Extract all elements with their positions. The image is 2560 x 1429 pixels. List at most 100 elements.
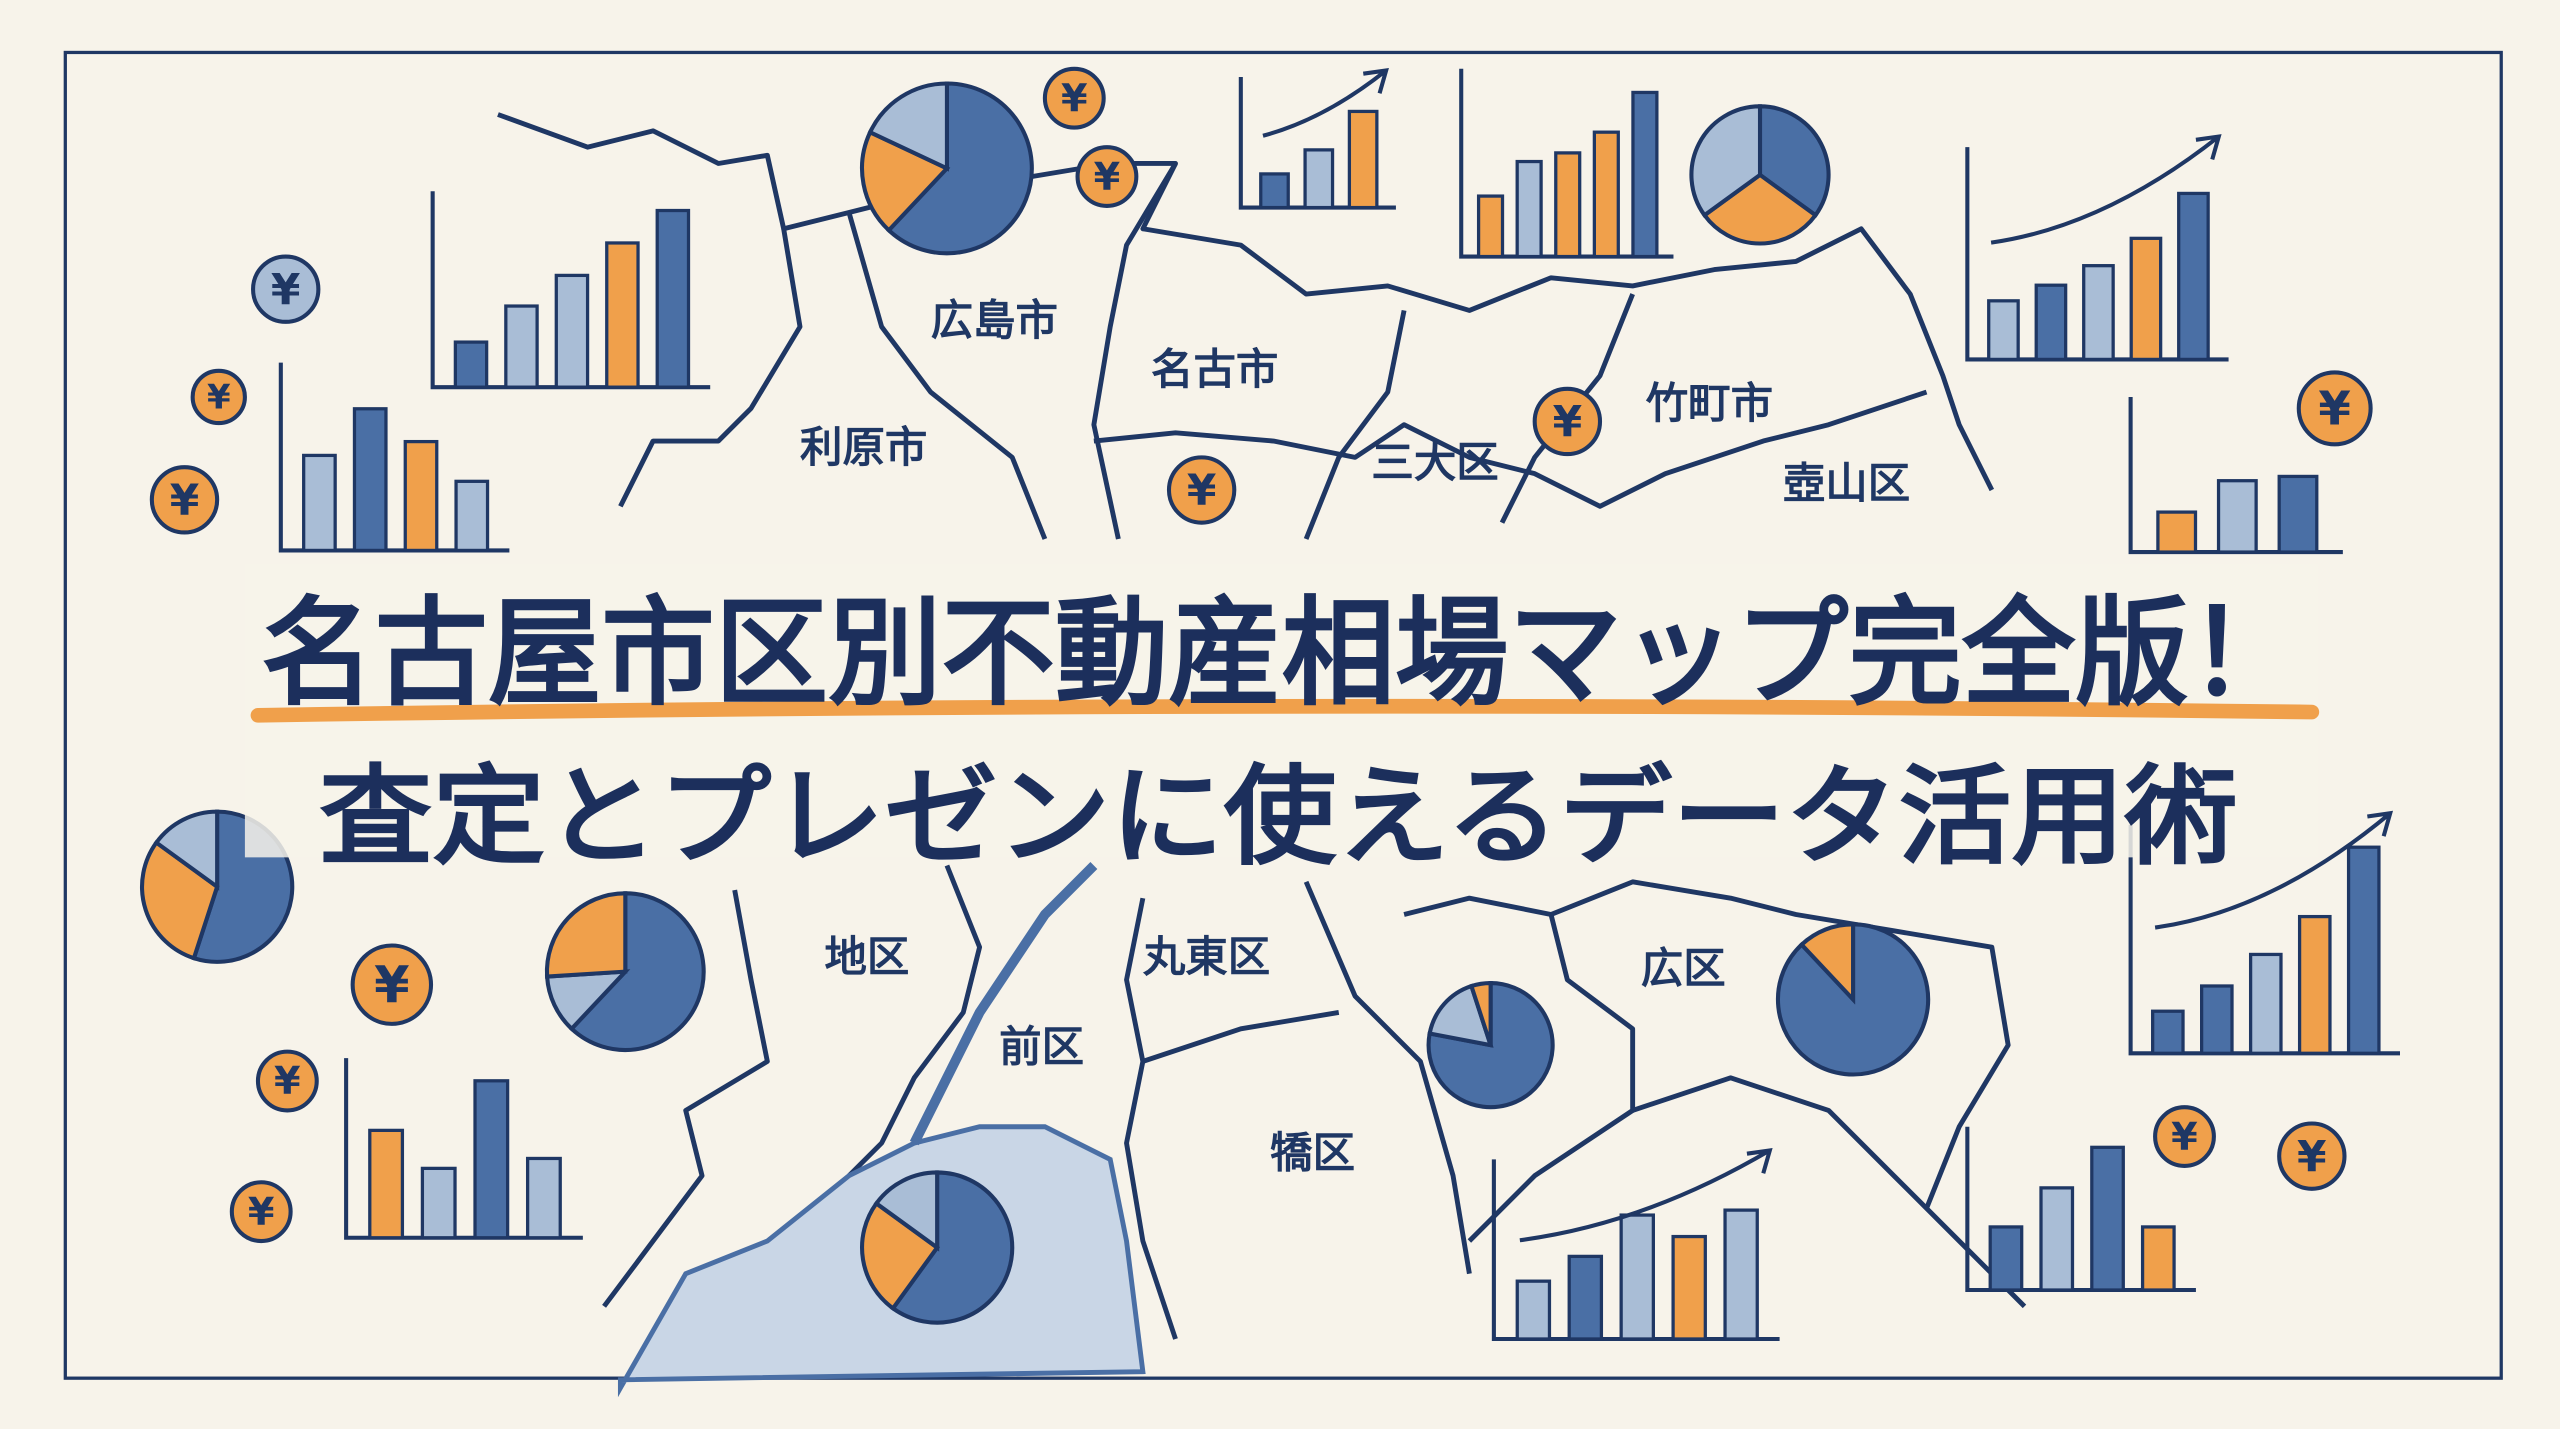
trend-arrow-icon xyxy=(1990,134,2222,245)
chart-bar xyxy=(1303,148,1335,210)
bar-chart-icon xyxy=(1965,1126,2196,1293)
chart-bar xyxy=(1631,90,1659,259)
yen-coin-icon: ¥ xyxy=(1042,66,1106,130)
chart-bar xyxy=(525,1156,562,1240)
bar-chart-icon xyxy=(278,362,510,553)
chart-axis xyxy=(2128,396,2343,555)
svg-text:¥: ¥ xyxy=(2297,1133,2327,1182)
chart-bar xyxy=(1988,1225,2024,1292)
trend-arrow-icon xyxy=(2154,810,2394,930)
chart-bar xyxy=(2039,1186,2075,1292)
chart-bar xyxy=(2156,510,2198,554)
map-label: 三大区 xyxy=(1371,439,1498,488)
pie-slice xyxy=(860,1200,940,1312)
svg-text:¥: ¥ xyxy=(2318,383,2351,437)
map-label: 竹町市 xyxy=(1646,380,1773,429)
pie-chart-icon xyxy=(1689,104,1831,246)
map-label: 壺山区 xyxy=(1783,460,1910,509)
svg-text:¥: ¥ xyxy=(1061,77,1088,121)
title-underline xyxy=(250,698,2320,723)
map-label: 前区 xyxy=(999,1023,1084,1072)
yen-coin-icon: ¥ xyxy=(255,1049,319,1113)
frame-border xyxy=(63,50,2503,1380)
chart-bar xyxy=(2177,191,2210,362)
svg-text:¥: ¥ xyxy=(2171,1116,2198,1160)
map-outlines xyxy=(497,112,2027,1340)
map-label: 広島市 xyxy=(931,297,1058,346)
trend-arrow-icon xyxy=(1519,1147,1773,1243)
chart-bar xyxy=(352,407,388,553)
chart-bar xyxy=(2200,984,2234,1055)
chart-bar xyxy=(1259,172,1290,210)
bar-chart-icon xyxy=(2128,396,2343,555)
trend-arrow-icon xyxy=(1262,67,1389,138)
chart-bar xyxy=(403,439,439,553)
map-label: 利原市 xyxy=(800,424,927,473)
map-label: 地区 xyxy=(824,934,909,983)
chart-bar xyxy=(2034,283,2068,362)
chart-bar xyxy=(2297,914,2332,1055)
chart-bar xyxy=(2346,845,2381,1055)
yen-coin-icon: ¥ xyxy=(229,1180,293,1244)
pie-chart-icon xyxy=(1775,922,1931,1077)
chart-bar xyxy=(2248,952,2283,1055)
chart-bar xyxy=(302,453,337,553)
pie-slice xyxy=(153,809,220,891)
pie-chart-icon xyxy=(544,891,706,1053)
map-label: 名古市 xyxy=(1151,346,1278,395)
pie-chart-icon xyxy=(1426,981,1555,1110)
yen-coin-icon: ¥ xyxy=(190,368,247,426)
yen-coin-icon: ¥ xyxy=(251,254,321,324)
chart-bar xyxy=(420,1166,457,1240)
chart-bar xyxy=(454,479,490,553)
chart-bar xyxy=(1987,299,2020,362)
bar-chart-icon xyxy=(430,191,711,390)
bar-chart-icon xyxy=(1238,67,1396,210)
pie-chart-icon xyxy=(860,81,1034,256)
pie-slice xyxy=(890,1170,1015,1325)
chart-bar xyxy=(1592,130,1620,259)
chart-bar xyxy=(2082,264,2115,362)
chart-bar xyxy=(2090,1145,2125,1292)
yen-coin-icon: ¥ xyxy=(2296,370,2373,447)
svg-text:¥: ¥ xyxy=(274,1060,301,1104)
chart-bar xyxy=(605,241,640,389)
chart-bar xyxy=(453,340,489,389)
pie-slice xyxy=(873,1170,940,1252)
chart-bar xyxy=(1567,1254,1604,1341)
pie-slice xyxy=(544,891,628,979)
chart-bar xyxy=(504,304,539,389)
bar-chart-icon xyxy=(1459,68,1674,259)
svg-text:¥: ¥ xyxy=(374,956,409,1015)
chart-bar xyxy=(1671,1234,1707,1341)
svg-text:¥: ¥ xyxy=(1094,156,1121,200)
yen-coin-icon: ¥ xyxy=(1532,386,1603,457)
chart-bar xyxy=(2277,474,2319,554)
chart-bar xyxy=(2140,1225,2176,1292)
chart-bar xyxy=(1515,159,1543,259)
pie-slice xyxy=(1689,104,1763,219)
chart-bar xyxy=(1554,151,1582,259)
page-title: 名古屋市区別不動産相場マップ完全版！ xyxy=(261,585,2302,722)
svg-text:¥: ¥ xyxy=(207,378,231,418)
svg-text:¥: ¥ xyxy=(1187,467,1217,516)
yen-coin-icon: ¥ xyxy=(2277,1121,2347,1191)
chart-bar xyxy=(2129,236,2163,362)
map-label: 犞区 xyxy=(1270,1130,1355,1179)
chart-bar xyxy=(1476,194,1505,259)
chart-bar xyxy=(2151,1009,2185,1055)
map-labels: 広島市 名古市 利原市 三大区 竹町市 壺山区 地区 丸東区 前区 広区 犞区 xyxy=(800,297,1910,1179)
chart-axis xyxy=(1238,76,1396,210)
svg-text:¥: ¥ xyxy=(271,266,301,315)
map-label: 丸東区 xyxy=(1142,934,1270,983)
yen-coin-icon: ¥ xyxy=(149,465,220,535)
bar-chart-icon xyxy=(2128,810,2400,1056)
svg-text:¥: ¥ xyxy=(170,476,200,525)
pie-slice xyxy=(1468,981,1493,1046)
pie-slice xyxy=(885,81,1034,256)
chart-bar xyxy=(1619,1213,1655,1341)
chart-bar xyxy=(1347,109,1379,210)
river xyxy=(909,862,1098,1146)
pie-chart-icon xyxy=(860,1170,1015,1325)
